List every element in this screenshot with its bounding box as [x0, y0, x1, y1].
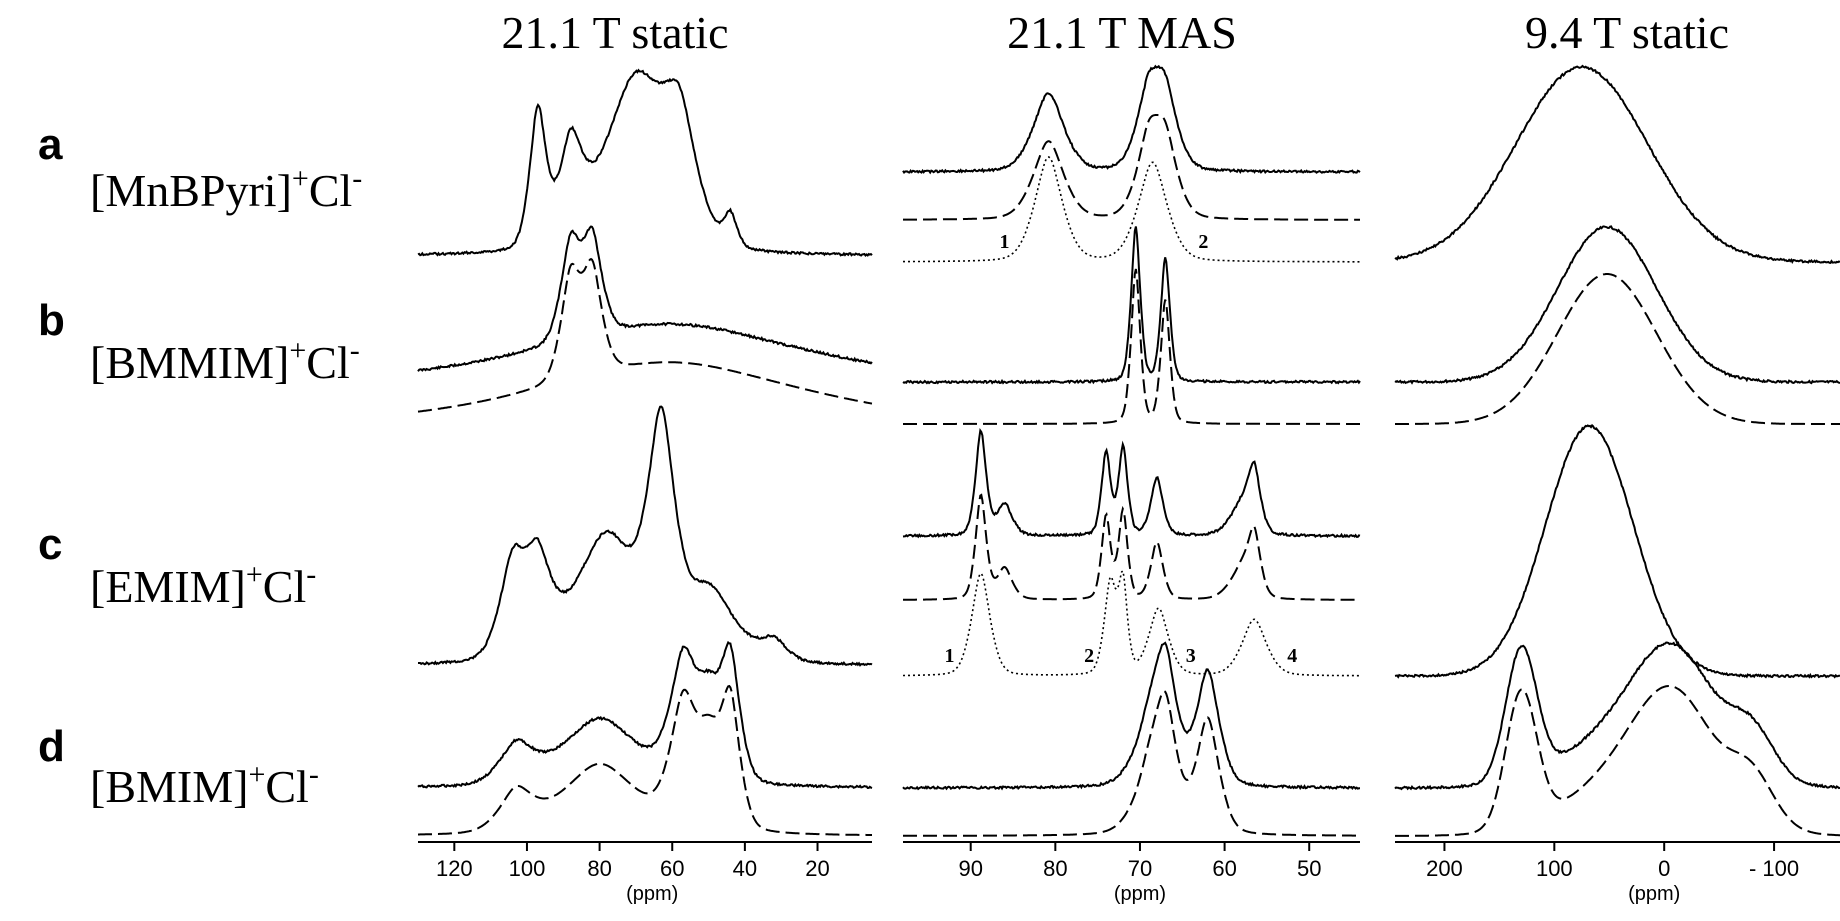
- spectrum-b-solid: [902, 226, 1361, 385]
- x-tick-label: 40: [733, 856, 757, 881]
- cation-charge: +: [289, 334, 307, 367]
- anion-name: Cl: [306, 337, 350, 388]
- anion-name: Cl: [308, 165, 353, 216]
- spectrum-d-solid: [417, 640, 873, 790]
- x-tick-label: - 100: [1749, 856, 1799, 881]
- x-tick-label: 100: [509, 856, 546, 881]
- anion-charge: -: [352, 162, 363, 195]
- spectrum-a-dashed: [903, 114, 1360, 221]
- panel-2: 1 2 1 2 3 4 90 80 70 60 50 (ppm): [902, 64, 1361, 905]
- x-tick-label: 120: [436, 856, 473, 881]
- x-tick-label: 100: [1536, 856, 1573, 881]
- panel-title-3: 9.4 T static: [1524, 7, 1730, 58]
- panel-title-1: 21.1 T static: [501, 7, 729, 58]
- spectrum-d-solid: [902, 641, 1360, 791]
- anion-charge: -: [308, 758, 319, 791]
- peak-label-a-1: 1: [1000, 231, 1010, 253]
- spectrum-c-solid: [418, 405, 873, 667]
- x-tick-label: 50: [1297, 856, 1321, 881]
- anion-name: Cl: [265, 761, 309, 812]
- anion-charge: -: [306, 558, 317, 591]
- row-letter-c: c: [38, 520, 63, 569]
- peak-label-a-2: 2: [1198, 231, 1208, 253]
- x-axis-label: (ppm): [626, 883, 678, 905]
- cation-name: [BMIM]: [90, 761, 249, 812]
- cation-name: [MnBPyri]: [90, 165, 292, 216]
- peak-label-c-3: 3: [1186, 645, 1196, 667]
- peak-label-c-2: 2: [1084, 645, 1094, 667]
- anion-name: Cl: [262, 561, 307, 612]
- x-tick-label: 90: [958, 856, 982, 881]
- sample-label-a: [MnBPyri]+Cl-: [90, 162, 363, 217]
- spectrum-b-solid: [1394, 225, 1840, 385]
- panel-1: 120 100 80 60 40 20 (ppm): [417, 68, 873, 905]
- spectrum-b-dashed: [903, 268, 1360, 425]
- x-axis-label: (ppm): [1628, 883, 1680, 905]
- spectrum-c-solid: [902, 427, 1361, 539]
- x-tick-label: 80: [1043, 856, 1067, 881]
- x-tick-label: 60: [660, 856, 684, 881]
- spectrum-d-dashed: [418, 684, 872, 836]
- cation-charge: +: [291, 162, 309, 195]
- sample-label-c: [EMIM]+Cl-: [90, 558, 317, 613]
- sample-label-b: [BMMIM]+Cl-: [90, 334, 360, 389]
- spectrum-a-dotted: [903, 156, 1360, 263]
- spectrum-c-dashed: [903, 493, 1360, 601]
- spectrum-a-solid: [417, 68, 873, 257]
- x-tick-label: 20: [805, 856, 829, 881]
- x-axis-label: (ppm): [1114, 883, 1166, 905]
- spectrum-d-dashed: [1395, 685, 1840, 837]
- spectrum-c-dotted: [903, 569, 1360, 677]
- peak-label-c-1: 1: [945, 645, 955, 667]
- cation-name: [BMMIM]: [90, 337, 290, 388]
- anion-charge: -: [349, 334, 360, 367]
- peak-label-c-4: 4: [1287, 645, 1297, 667]
- cation-charge: +: [248, 758, 266, 791]
- x-tick-label: 80: [587, 856, 611, 881]
- row-letter-b: b: [38, 296, 65, 345]
- sample-label-d: [BMIM]+Cl-: [90, 758, 319, 813]
- spectrum-b-dashed: [417, 257, 873, 413]
- x-tick-label: 200: [1426, 856, 1463, 881]
- row-letter-a: a: [38, 120, 63, 169]
- x-tick-label: 70: [1128, 856, 1152, 881]
- panel-title-2: 21.1 T MAS: [1007, 7, 1237, 58]
- panel-3: 200 100 0 - 100 (ppm): [1394, 64, 1840, 905]
- spectrum-a-solid: [1394, 64, 1840, 265]
- spectrum-d-solid: [1394, 641, 1840, 791]
- spectrum-c-solid: [1394, 423, 1840, 679]
- x-tick-label: 0: [1658, 856, 1670, 881]
- cation-name: [EMIM]: [90, 561, 246, 612]
- row-letter-d: d: [38, 722, 65, 771]
- spectrum-b-solid: [417, 225, 873, 372]
- x-tick-label: 60: [1212, 856, 1236, 881]
- spectrum-b-dashed: [1395, 273, 1840, 425]
- spectrum-d-dashed: [903, 689, 1360, 837]
- spectrum-a-solid: [902, 64, 1361, 175]
- cation-charge: +: [245, 558, 263, 591]
